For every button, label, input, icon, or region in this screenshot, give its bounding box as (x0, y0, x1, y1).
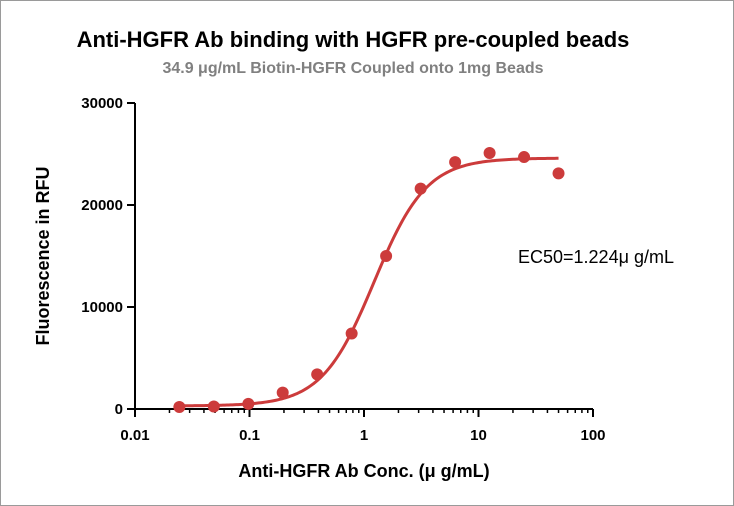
y-axis-ticks: 0 10000 20000 30000 (81, 95, 135, 418)
data-point (552, 167, 565, 180)
data-point (414, 182, 427, 195)
data-point (311, 368, 324, 381)
x-tick-label: 0.1 (239, 427, 260, 444)
y-tick-label: 0 (115, 401, 123, 418)
data-point (207, 400, 220, 413)
x-axis-label: Anti-HGFR Ab Conc. (μ g/mL) (238, 461, 489, 481)
data-point (345, 327, 358, 340)
ec50-annotation: EC50=1.224μ g/mL (518, 247, 674, 267)
y-tick-label: 10000 (81, 299, 123, 316)
x-tick-label: 100 (580, 427, 605, 444)
data-point (518, 151, 531, 164)
data-points (173, 146, 565, 413)
data-point (173, 400, 186, 413)
chart-subtitle: 34.9 μg/mL Biotin-HGFR Coupled onto 1mg … (162, 60, 543, 77)
x-tick-label: 10 (470, 427, 487, 444)
x-axis-ticks: 0.01 0.1 1 10 100 (120, 409, 606, 444)
x-tick-label: 1 (360, 427, 368, 444)
x-tick-label: 0.01 (120, 427, 149, 444)
y-tick-label: 30000 (81, 95, 123, 112)
chart-title: Anti-HGFR Ab binding with HGFR pre-coupl… (77, 27, 630, 52)
data-point (449, 156, 462, 169)
data-point (483, 146, 496, 159)
data-point (380, 250, 393, 262)
y-axis-label: Fluorescence in RFU (33, 166, 53, 345)
data-point (276, 386, 289, 399)
fit-curve (179, 156, 559, 408)
y-tick-label: 20000 (81, 197, 123, 214)
data-point (242, 397, 255, 410)
